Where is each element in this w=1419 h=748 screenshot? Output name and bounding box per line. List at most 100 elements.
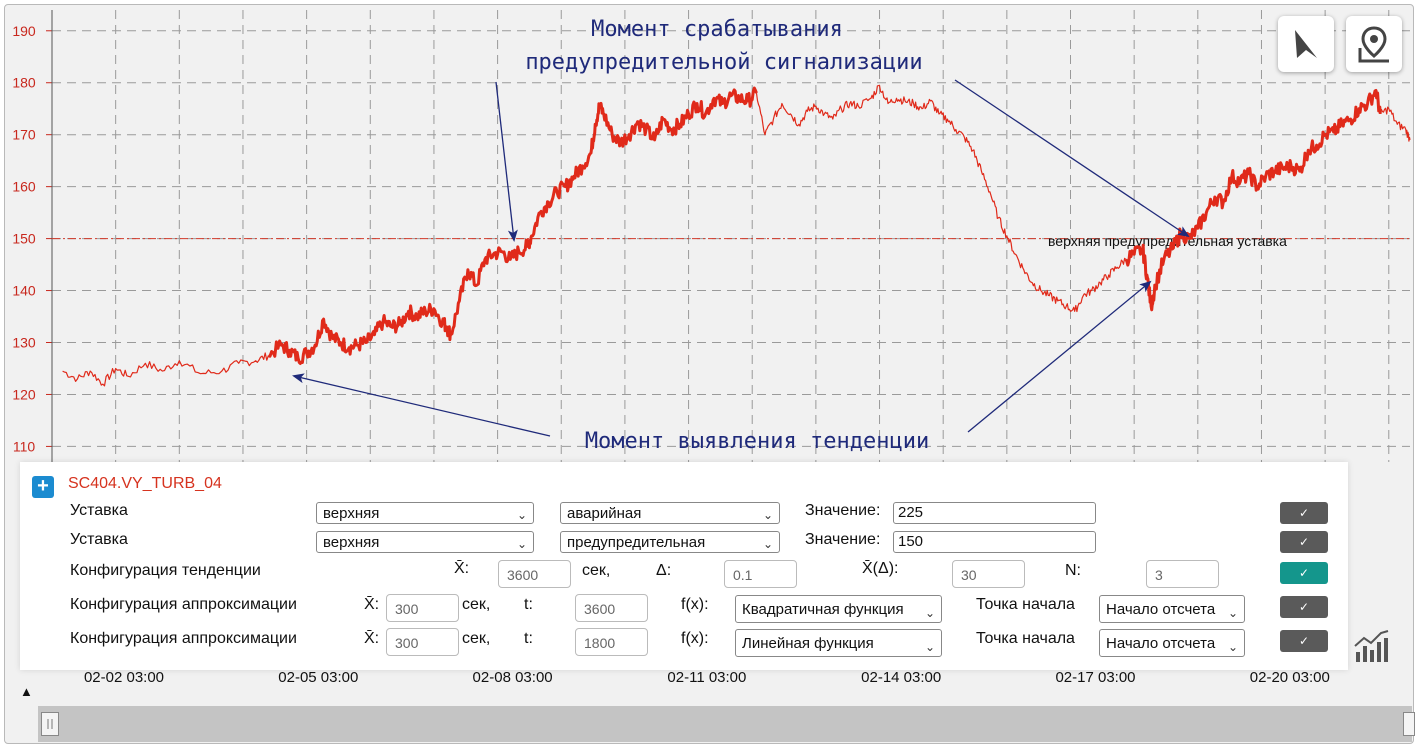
location-tool-button[interactable]	[1346, 16, 1402, 72]
y-tick-label: 150	[12, 231, 36, 247]
annotations: Момент срабатывания предупредительной си…	[292, 17, 1190, 454]
n-input[interactable]: 3	[1146, 560, 1219, 588]
mean-window-input[interactable]: 300	[386, 594, 459, 622]
setpoint-label: Уставка	[70, 502, 128, 519]
arrow-alarm-left	[495, 81, 518, 242]
arrow-trend-right	[967, 280, 1152, 433]
pointer-tool-button[interactable]	[1278, 16, 1334, 72]
function-value: Квадратичная функция	[742, 601, 904, 618]
setpoint-side-value: верхняя	[323, 505, 380, 522]
value-label: Значение:	[805, 502, 881, 519]
series-line-segment-4	[1379, 106, 1411, 142]
start-point-label: Точка начала	[976, 596, 1075, 613]
y-tick-label: 140	[12, 283, 36, 299]
x-tick-label: 02-08 03:00	[472, 669, 553, 686]
n-label: N:	[1065, 562, 1081, 579]
apply-button[interactable]: ✓	[1280, 502, 1328, 524]
triangle-up-icon[interactable]: ▲	[20, 684, 33, 699]
navigator-bar[interactable]	[38, 706, 1412, 742]
series-line-segment-0	[62, 352, 269, 387]
navigator-handle-right[interactable]	[1403, 712, 1415, 736]
function-label: f(x):	[681, 630, 709, 647]
setpoint-type-select[interactable]: предупредительная ⌄	[560, 531, 780, 553]
check-icon: ✓	[1298, 506, 1310, 520]
mean-window-label: X̄:	[364, 596, 380, 613]
mean-delta-input[interactable]: 30	[952, 560, 1025, 588]
x-tick-label: 02-14 03:00	[861, 669, 942, 686]
delta-label: Δ:	[656, 562, 672, 579]
setpoint-side-select[interactable]: верхняя ⌄	[316, 531, 534, 553]
value-label: Значение:	[805, 531, 881, 548]
x-tick-label: 02-11 03:00	[667, 669, 747, 686]
delta-input[interactable]: 0.1	[724, 560, 797, 588]
mean-window-input[interactable]: 3600	[498, 560, 571, 588]
start-point-value: Начало отсчета	[1106, 635, 1216, 652]
chevron-down-icon: ⌄	[924, 640, 935, 654]
chevron-down-icon: ⌄	[1227, 640, 1238, 654]
grip-icon	[47, 719, 53, 729]
annotation-alarm-line2: предупредительной сигнализации	[525, 50, 922, 75]
series-line-segment-1	[267, 86, 758, 365]
y-tick-label: 190	[12, 23, 36, 39]
t-input[interactable]: 1800	[575, 628, 648, 656]
trend-config-label: Конфигурация тенденции	[70, 562, 261, 579]
series-line-segment-3	[1124, 89, 1382, 312]
apply-button[interactable]: ✓	[1280, 562, 1328, 584]
statistics-button[interactable]	[1352, 628, 1392, 664]
mean-window-input[interactable]: 300	[386, 628, 459, 656]
seconds-unit: сек,	[462, 596, 491, 613]
chart-grid	[52, 10, 1410, 462]
start-point-select[interactable]: Начало отсчета ⌄	[1099, 595, 1245, 623]
seconds-unit: сек,	[462, 630, 491, 647]
start-point-label: Точка начала	[976, 630, 1075, 647]
x-tick-label: 02-02 03:00	[83, 669, 165, 686]
y-tick-label: 180	[12, 75, 36, 91]
y-axis-ticks: 110 120 130 140 150 160 170 180 190	[12, 23, 52, 454]
t-label: t:	[524, 630, 533, 647]
function-value: Линейная функция	[742, 635, 874, 652]
function-select[interactable]: Квадратичная функция ⌄	[735, 595, 942, 623]
mean-window-label: X̄:	[454, 560, 470, 577]
chevron-down-icon: ⌄	[762, 537, 773, 551]
arrow-trend-left	[292, 373, 551, 437]
y-tick-label: 120	[12, 386, 36, 402]
approx-config-label: Конфигурация аппроксимации	[70, 630, 297, 647]
t-input[interactable]: 3600	[575, 594, 648, 622]
y-tick-label: 160	[12, 179, 36, 195]
settings-panel: + SC404.VY_TURB_04 Уставка верхняя ⌄ авар…	[20, 462, 1348, 670]
function-select[interactable]: Линейная функция ⌄	[735, 629, 942, 657]
setpoint-type-value: предупредительная	[567, 534, 706, 551]
setpoint-type-value: аварийная	[567, 505, 642, 522]
apply-button[interactable]: ✓	[1280, 531, 1328, 553]
navigator-handle-left[interactable]	[41, 712, 59, 736]
mean-window-label: X̄:	[364, 630, 380, 647]
chevron-down-icon: ⌄	[762, 508, 773, 522]
setpoint-side-value: верхняя	[323, 534, 380, 551]
setpoint-value-input[interactable]: 225	[893, 502, 1096, 524]
function-label: f(x):	[681, 596, 709, 613]
annotation-alarm-line1: Момент срабатывания	[591, 17, 843, 42]
seconds-unit: сек,	[582, 562, 611, 579]
map-pin-icon	[1358, 26, 1389, 63]
setpoint-value-input[interactable]: 150	[893, 531, 1096, 553]
y-tick-label: 110	[13, 438, 36, 454]
y-tick-label: 130	[12, 335, 36, 351]
series-line-segment-2	[755, 84, 1127, 313]
chevron-down-icon: ⌄	[1227, 606, 1238, 620]
arrow-alarm-right	[954, 79, 1190, 238]
y-tick-label: 170	[12, 127, 36, 143]
apply-button[interactable]: ✓	[1280, 630, 1328, 652]
cursor-arrow-icon	[1295, 30, 1317, 58]
approx-config-label: Конфигурация аппроксимации	[70, 596, 297, 613]
series-name: SC404.VY_TURB_04	[68, 475, 222, 492]
setpoint-side-select[interactable]: верхняя ⌄	[316, 502, 534, 524]
chevron-down-icon: ⌄	[924, 606, 935, 620]
x-tick-label: 02-20 03:00	[1249, 669, 1330, 686]
start-point-value: Начало отсчета	[1106, 601, 1216, 618]
apply-button[interactable]: ✓	[1280, 596, 1328, 618]
add-series-button[interactable]: +	[32, 476, 54, 498]
start-point-select[interactable]: Начало отсчета ⌄	[1099, 629, 1245, 657]
setpoint-type-select[interactable]: аварийная ⌄	[560, 502, 780, 524]
chevron-down-icon: ⌄	[516, 537, 527, 551]
